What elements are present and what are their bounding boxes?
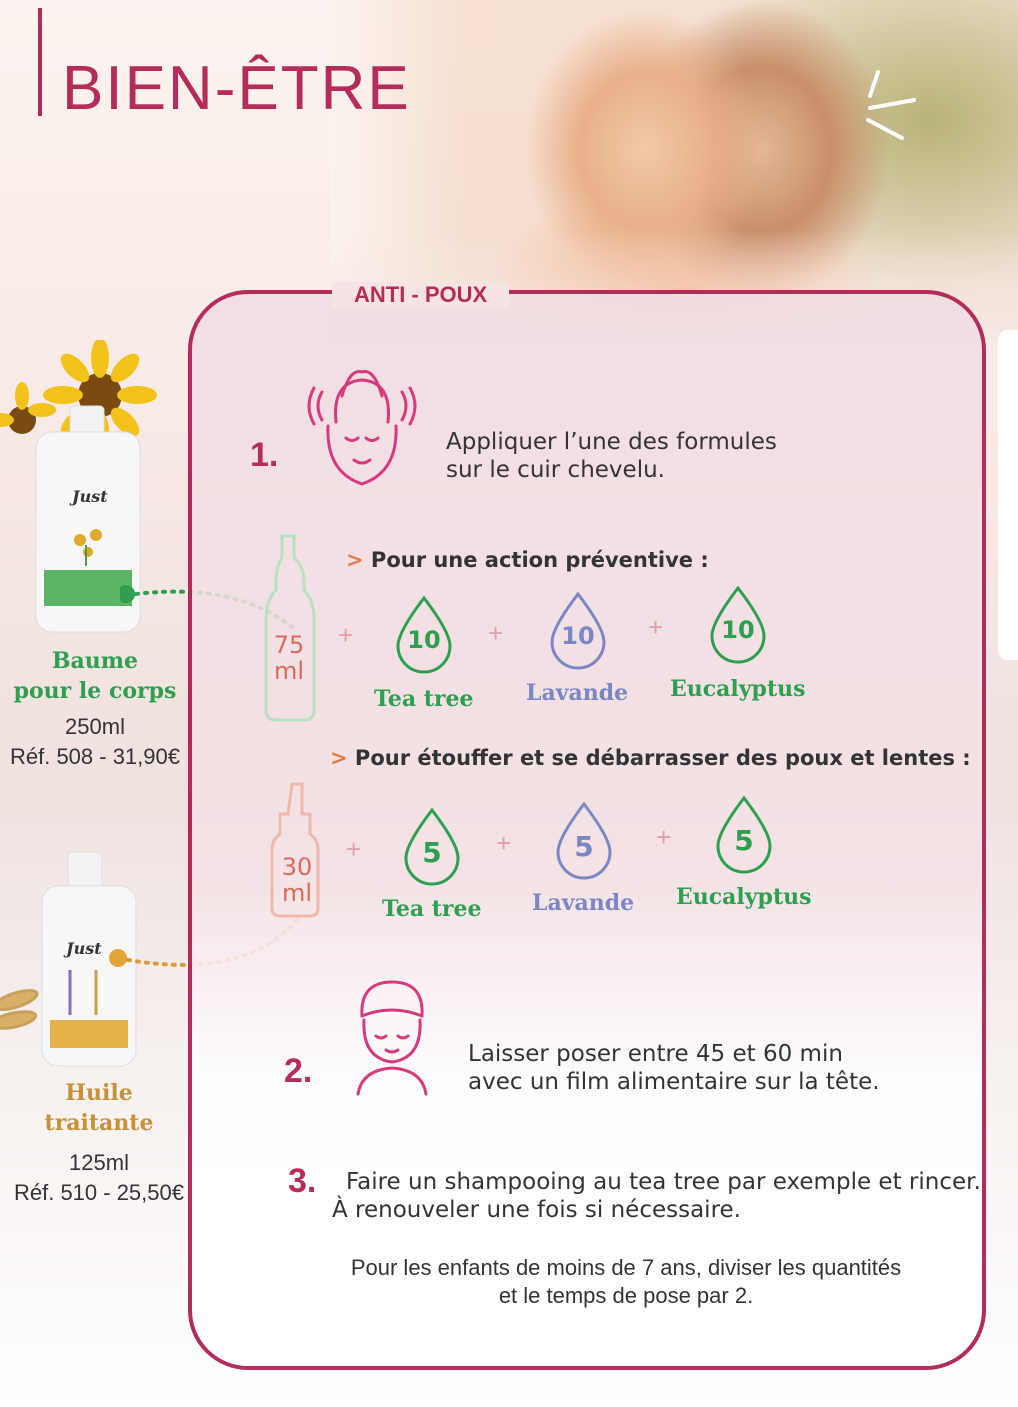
step-1-number: 1.: [250, 436, 279, 474]
plus-sign: +: [496, 828, 512, 858]
spray-bottle-icon: [264, 534, 316, 722]
step-3-line1: Faire un shampooing au tea tree par exem…: [346, 1169, 981, 1195]
formula-1-heading-text: Pour une action préventive :: [370, 548, 709, 572]
step-2-number: 2.: [284, 1052, 313, 1090]
wheat-icon: [0, 988, 39, 1030]
step-3-line2: À renouveler une fois si nécessaire.: [332, 1197, 741, 1223]
card-title: ANTI - POUX: [332, 282, 510, 308]
baume-name-line1: Baume: [51, 648, 139, 674]
plus-sign: +: [648, 612, 664, 642]
formula-2-oil-eucalyptus: Eucalyptus: [676, 884, 812, 910]
step-3-number: 3.: [288, 1162, 317, 1200]
children-note-line1: Pour les enfants de moins de 7 ans, divi…: [350, 1255, 902, 1280]
dropper-bottle-icon: [270, 782, 320, 918]
chevron-right-icon: >: [346, 548, 371, 572]
formula-1-bottle-label: 75 ml: [266, 632, 312, 684]
plus-sign: +: [656, 822, 672, 852]
step-2-text: Laisser poser entre 45 et 60 min avec un…: [468, 1040, 880, 1096]
svg-text:Just: Just: [63, 939, 102, 958]
huile-info: 125ml Réf. 510 - 25,50€: [4, 1148, 194, 1208]
head-massage-icon: [307, 370, 417, 486]
baume-name: Baume pour le corps: [0, 646, 190, 706]
formula-1-oil-tea-tree: Tea tree: [374, 686, 474, 712]
formula-2-heading-text: Pour étouffer et se débarrasser des poux…: [354, 746, 971, 770]
formula-2-drops-eucalyptus: 5: [734, 824, 754, 857]
sun-rays-icon: [866, 70, 916, 140]
baume-info: 250ml Réf. 508 - 31,90€: [0, 712, 190, 772]
step-1-line1: Appliquer l’une des formules: [446, 429, 777, 455]
huile-ref: Réf. 510 - 25,50€: [13, 1180, 184, 1205]
drop-eucalyptus-icon: [710, 585, 766, 664]
drop-lavande-icon: [556, 801, 612, 880]
children-note: Pour les enfants de moins de 7 ans, divi…: [296, 1254, 956, 1310]
head-towel-icon: [356, 980, 428, 1096]
page-title: BIEN-ÊTRE: [62, 54, 411, 123]
children-note-line2: et le temps de pose par 2.: [498, 1283, 754, 1308]
formula-1-drops-lavande: 10: [561, 622, 595, 650]
baume-ref: Réf. 508 - 31,90€: [9, 744, 180, 769]
formula-2-oil-tea-tree: Tea tree: [382, 896, 482, 922]
formula-2-oil-lavande: Lavande: [532, 890, 635, 916]
drop-eucalyptus-icon: [716, 795, 772, 874]
anti-poux-card: [188, 290, 986, 1370]
formula-1-unit: ml: [273, 657, 305, 685]
baume-product-image: Just: [0, 340, 157, 633]
title-accent-bar: [38, 8, 42, 116]
step-2-line1: Laisser poser entre 45 et 60 min: [468, 1041, 843, 1067]
step-1-text: Appliquer l’une des formules sur le cuir…: [446, 428, 777, 484]
drop-tea-tree-icon: [396, 595, 452, 674]
formula-1-drops-eucalyptus: 10: [721, 616, 755, 644]
huile-name-line1: Huile: [65, 1080, 133, 1106]
huile-name-line2: traitante: [44, 1110, 154, 1136]
formula-2-unit: ml: [281, 879, 313, 907]
plus-sign: +: [488, 618, 504, 648]
formula-2-drops-lavande: 5: [574, 830, 594, 863]
formula-1-heading: > Pour une action préventive :: [346, 548, 709, 572]
step-1-line2: sur le cuir chevelu.: [446, 457, 665, 483]
chevron-right-icon: >: [330, 746, 355, 770]
formula-1-oil-lavande: Lavande: [526, 680, 629, 706]
huile-product-image: Just: [0, 851, 137, 1067]
formula-1-drops-tea-tree: 10: [407, 626, 441, 654]
formula-2-heading: > Pour étouffer et se débarrasser des po…: [330, 746, 971, 770]
baume-name-line2: pour le corps: [13, 678, 177, 704]
step-2-line2: avec un film alimentaire sur la tête.: [468, 1069, 880, 1095]
baume-volume: 250ml: [65, 714, 125, 739]
formula-2-bottle-label: 30 ml: [272, 854, 322, 906]
drop-lavande-icon: [550, 591, 606, 670]
svg-text:Just: Just: [69, 487, 108, 506]
plus-sign: +: [346, 834, 362, 864]
formula-2-drops-tea-tree: 5: [422, 836, 442, 869]
huile-volume: 125ml: [69, 1150, 129, 1175]
formula-1-oil-eucalyptus: Eucalyptus: [670, 676, 806, 702]
plus-sign: +: [338, 620, 354, 650]
drop-tea-tree-icon: [404, 807, 460, 886]
huile-name: Huile traitante: [4, 1078, 194, 1138]
right-edge-panel: [998, 330, 1018, 660]
formula-1-qty: 75: [273, 631, 305, 659]
formula-2-qty: 30: [281, 853, 313, 881]
